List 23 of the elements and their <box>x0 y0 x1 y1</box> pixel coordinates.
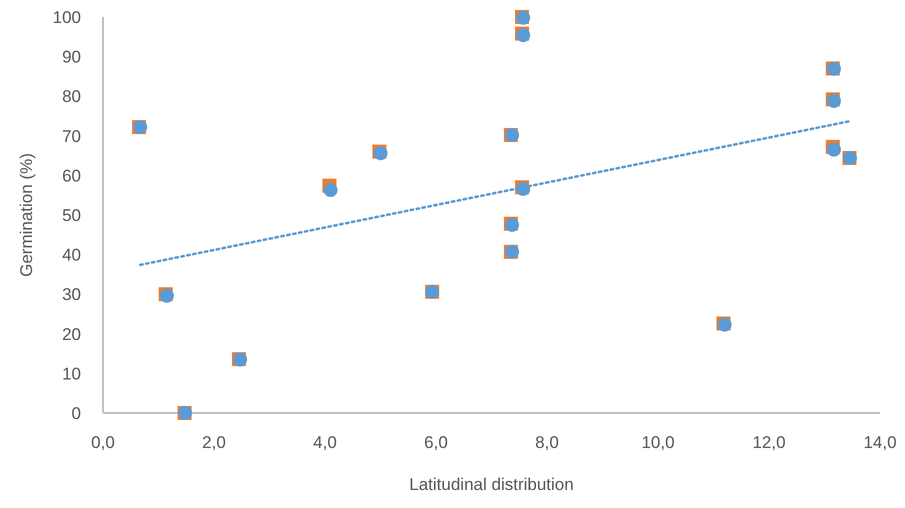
x-tick-label: 0,0 <box>91 433 115 452</box>
y-tick-label: 50 <box>62 206 81 225</box>
y-tick-label: 90 <box>62 48 81 67</box>
x-tick-label: 10,0 <box>641 433 675 452</box>
y-tick-label: 20 <box>62 324 81 344</box>
y-tick-label: 30 <box>62 285 81 304</box>
y-tick-label: 80 <box>62 87 81 106</box>
x-tick-label: 2,0 <box>202 433 226 452</box>
y-axis-title: Germination (%) <box>17 153 36 277</box>
point <box>826 142 841 157</box>
x-tick-label: 14,0 <box>863 433 897 452</box>
x-tick-label: 6,0 <box>424 433 448 452</box>
x-axis-title: Latitudinal distribution <box>409 475 574 494</box>
y-tick-label: 70 <box>62 126 81 146</box>
y-tick-label: 40 <box>62 246 81 265</box>
y-tick-label: 0 <box>72 404 81 423</box>
y-tick-label: 60 <box>62 166 81 186</box>
x-tick-label: 4,0 <box>313 433 337 452</box>
y-tick-label: 100 <box>52 8 81 27</box>
y-tick-label: 10 <box>62 364 81 384</box>
x-tick-label: 8,0 <box>535 433 559 452</box>
point <box>324 183 338 198</box>
x-tick-label: 12,0 <box>752 433 786 452</box>
